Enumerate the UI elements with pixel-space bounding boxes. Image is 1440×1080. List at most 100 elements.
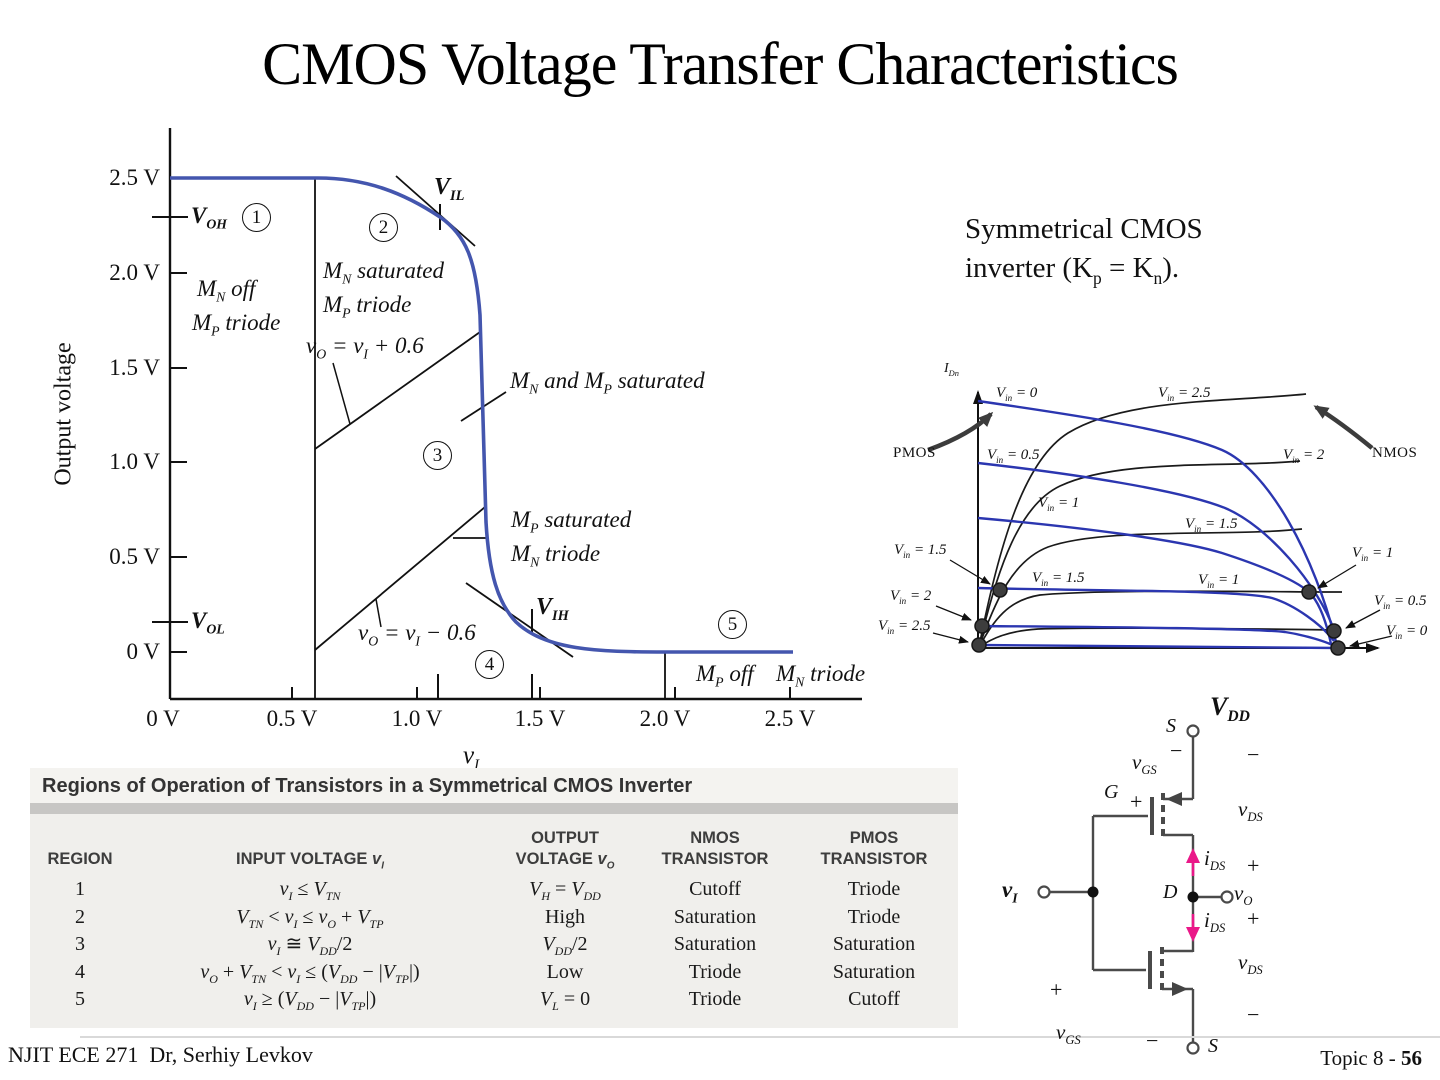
vtc-region3-label: MN and MP saturated (510, 368, 705, 397)
vtc-label-vol: VOL (191, 608, 225, 637)
vtc-xtick-0-5: 0.5 V (266, 706, 318, 731)
table-cell: VTN < vI ≤ vO + VTP (236, 905, 384, 931)
circuit-plus-vgs-top: + (1130, 789, 1143, 814)
load-label-vin1-arrow: Vin = 1 (1352, 545, 1394, 563)
vtc-region5-line2: MN triode (776, 661, 866, 690)
load-nmos-label: NMOS (1372, 445, 1418, 461)
circuit-label-vi: vI (1002, 877, 1018, 906)
load-label-vin0-topleft: Vin = 0 (996, 385, 1038, 403)
current-arrows (1186, 848, 1200, 942)
table-cell: Saturation (832, 933, 916, 955)
vtc-eq-region2: vO = vI + 0.6 (306, 333, 424, 362)
load-label-vin0-arrow: Vin = 0 (1386, 623, 1428, 641)
load-label-vin05-left: Vin = 0.5 (987, 447, 1040, 465)
vtc-ytick-2-5: 2.5 V (109, 165, 160, 190)
load-label-vin15-right: Vin = 1.5 (1185, 516, 1238, 534)
table-cell: 3 (75, 933, 85, 955)
operating-point-dots (971, 582, 1346, 656)
load-label-vin2-right: Vin = 2 (1283, 447, 1325, 465)
table-header-pmos: PMOS TRANSISTOR (820, 829, 928, 868)
vtc-region1-number: 1 (242, 203, 271, 232)
vtc-ytick-0-5: 0.5 V (109, 544, 160, 569)
table-cell: 2 (75, 905, 85, 928)
table-cell: vI ≅ VDD/2 (267, 933, 353, 958)
vtc-eq-region4: vO = vI − 0.6 (358, 620, 476, 649)
vtc-x-axis-title: vI (463, 742, 480, 773)
table-cell: Saturation (673, 905, 757, 928)
vtc-region4-line1: MP saturated (511, 507, 632, 536)
footer-topic-label: Topic 8 - (1320, 1046, 1401, 1070)
table-cell: Saturation (673, 933, 757, 955)
vtc-region2-line2: MP triode (323, 292, 412, 321)
vtc-ytick-1-5: 1.5 V (109, 355, 160, 380)
footer-page-value: 56 (1401, 1046, 1422, 1070)
vtc-region3-number: 3 (423, 441, 452, 470)
circuit-minus-vds-top: − (1247, 742, 1260, 767)
circuit-label-vds-bot: vDS (1238, 950, 1263, 978)
circuit-label-ids-bot: iDS (1204, 908, 1226, 936)
note-line1: Symmetrical CMOS (965, 213, 1203, 245)
circuit-plus-vgs-bot: + (1050, 977, 1063, 1002)
vtc-y-axis-title: Output voltage (50, 342, 77, 486)
table-cell: VL = 0 (539, 988, 591, 1013)
circuit-label-vgs-top: vGS (1132, 750, 1157, 778)
load-pmos-label: PMOS (893, 445, 936, 461)
table-cell: Low (546, 960, 584, 983)
circuit-label-g: G (1104, 781, 1119, 803)
vtc-region4-line2: MN triode (511, 541, 601, 570)
circuit-plus-vds-top: + (1247, 853, 1260, 878)
circuit-plus-vds-bot: + (1247, 906, 1260, 931)
footer-course-info: NJIT ECE 271 Dr, Serhiy Levkov (8, 1042, 313, 1067)
load-label-vin15-mid: Vin = 1.5 (1032, 570, 1085, 588)
load-label-vin25-topright: Vin = 2.5 (1158, 385, 1211, 403)
vtc-xtick-2-0: 2.0 V (639, 706, 691, 731)
vtc-region5-line1: MP off (696, 661, 754, 690)
table-cell: vI ≤ VTN (279, 878, 341, 903)
circuit-minus-vgs-bot: − (1146, 1028, 1159, 1053)
table-cell: VH = VDD (529, 878, 601, 903)
load-label-vin1-left: Vin = 1 (1038, 495, 1080, 513)
circuit-minus-vgs-top: − (1170, 738, 1183, 763)
vtc-xtick-2-5: 2.5 V (764, 706, 816, 731)
circuit-label-s-bot: S (1208, 1035, 1218, 1057)
table-title: Regions of Operation of Transistors in a… (30, 768, 958, 803)
vtc-xtick-0: 0 V (146, 706, 180, 731)
table-cell: Triode (847, 878, 901, 900)
vtc-region4-number: 4 (475, 650, 504, 679)
vtc-xtick-1-5: 1.5 V (514, 706, 566, 731)
table-header-region: REGION (47, 850, 113, 868)
circuit-minus-vds-bot: − (1247, 1002, 1260, 1027)
circuit-label-vo: vO (1234, 881, 1253, 909)
vtc-region5-number: 5 (718, 610, 747, 639)
table-cell: Triode (847, 905, 901, 928)
page-title: CMOS Voltage Transfer Characteristics (262, 31, 1179, 97)
load-plot-geometry (927, 390, 1393, 656)
table-cell: 4 (75, 960, 85, 983)
circuit-label-vgs-bot: vGS (1056, 1020, 1081, 1048)
table-cell: vI ≥ (VDD − |VTP|) (243, 988, 377, 1013)
table-header-band (30, 803, 958, 814)
table-cell: VDD/2 (542, 933, 588, 958)
table-cell: Saturation (832, 960, 916, 983)
circuit-label-vds-top: vDS (1238, 797, 1263, 825)
load-label-vin25-arrow: Vin = 2.5 (878, 618, 931, 636)
table-cell: Triode (688, 988, 742, 1010)
load-label-vin05-arrow: Vin = 0.5 (1374, 593, 1427, 611)
vtc-ytick-0: 0 V (126, 639, 160, 664)
vtc-label-voh: VOH (191, 203, 228, 232)
circuit-label-d: D (1163, 881, 1178, 903)
load-label-vin1-mid: Vin = 1 (1198, 572, 1240, 590)
regions-table: Regions of Operation of Transistors in a… (30, 768, 958, 1028)
load-y-axis-title: IDn (944, 361, 959, 378)
vtc-region1-line1: MN off (197, 276, 256, 305)
vtc-label-vil: VIL (434, 174, 465, 204)
circuit-label-ids-top: iDS (1204, 846, 1226, 874)
load-label-vin2-arrow: Vin = 2 (890, 588, 932, 606)
table-cell: Cutoff (848, 988, 900, 1010)
vtc-label-vih: VIH (536, 594, 569, 624)
vtc-curve (170, 176, 793, 654)
footer-page-number: Topic 8 - 56 (1320, 1046, 1422, 1071)
table-header-input-voltage: INPUT VOLTAGE vI (236, 850, 384, 872)
table-header-nmos: NMOS TRANSISTOR (661, 829, 769, 868)
